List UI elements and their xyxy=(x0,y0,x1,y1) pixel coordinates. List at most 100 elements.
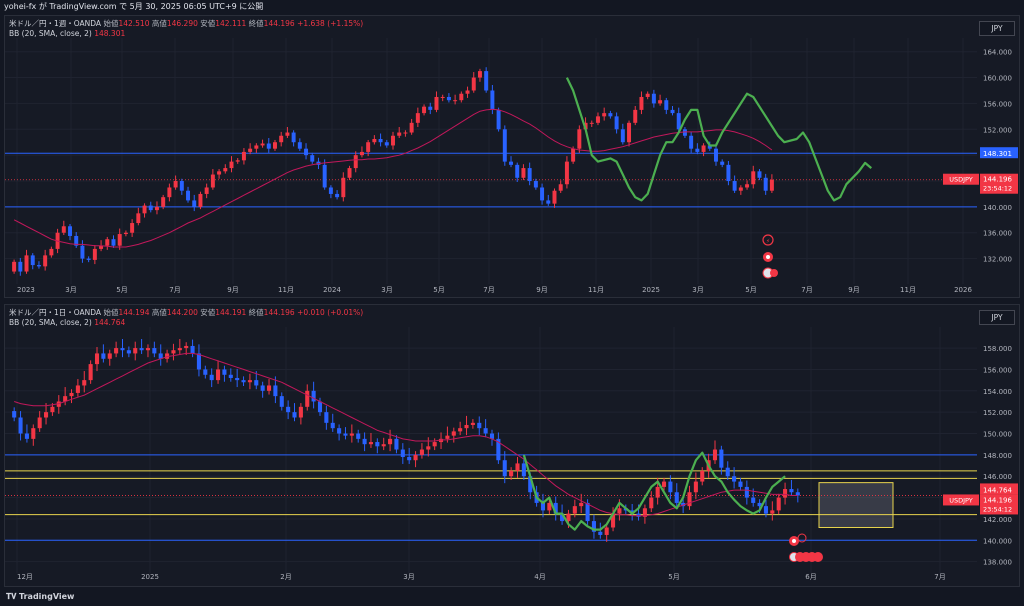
x-axis-tick-label: 2月 xyxy=(280,573,291,581)
candle-body xyxy=(248,148,253,152)
candle-body xyxy=(407,457,412,461)
x-axis-tick-label: 3月 xyxy=(65,286,76,294)
candle-body xyxy=(107,353,112,359)
candle-body xyxy=(196,353,201,370)
candle-body xyxy=(434,96,439,110)
daily-chart-canvas: 138.000140.000142.000144.000146.000148.0… xyxy=(5,327,1018,581)
candle-body xyxy=(63,396,68,402)
candle-body xyxy=(148,205,153,211)
x-axis-tick-label: 7月 xyxy=(169,286,180,294)
daily-chart-panel[interactable]: 米ドル／円・1日・OANDA 始値144.194 高値144.200 安値144… xyxy=(4,304,1020,587)
tradingview-logo-icon[interactable]: 𝐓𝐕 xyxy=(6,592,17,601)
candle-body xyxy=(36,265,41,267)
candle-body xyxy=(61,226,66,233)
close-label: 終値 xyxy=(248,308,264,317)
candle-body xyxy=(645,93,650,97)
candle-body xyxy=(356,433,361,439)
candle-body xyxy=(484,71,489,91)
x-axis-tick-label: 5月 xyxy=(745,286,756,294)
candle-body xyxy=(117,234,122,246)
lightning-icon-glyph: ⚡ xyxy=(766,238,770,245)
candle-body xyxy=(700,470,705,482)
candle-body xyxy=(795,492,800,496)
candle-body xyxy=(614,116,619,130)
hline-value-tag xyxy=(980,483,1018,495)
weekly-chart-panel[interactable]: 米ドル／円・1週・OANDA 始値142.510 高値146.290 安値142… xyxy=(4,15,1020,298)
close-value: 144.196 xyxy=(263,308,295,317)
candle-body xyxy=(37,417,42,429)
x-axis-tick-label: 2024 xyxy=(323,286,341,294)
tradingview-logo-text[interactable]: TradingView xyxy=(19,592,75,601)
high-value: 144.200 xyxy=(166,308,198,317)
x-axis-tick-label: 2026 xyxy=(954,286,972,294)
candle-body xyxy=(489,433,495,439)
candle-body xyxy=(94,353,100,365)
candle-body xyxy=(464,424,469,429)
candle-body xyxy=(126,350,131,354)
candle-body xyxy=(633,109,638,123)
candle-body xyxy=(674,492,679,503)
candle-body xyxy=(186,190,191,201)
candle-body xyxy=(528,476,533,493)
candle-body xyxy=(359,151,364,156)
candle-body xyxy=(560,513,565,522)
candle-body xyxy=(521,168,526,178)
candle-body xyxy=(695,148,700,152)
candle-body xyxy=(171,350,176,354)
candle-body xyxy=(165,353,170,359)
candle-body xyxy=(136,213,141,224)
candle-body xyxy=(12,411,17,418)
candle-body xyxy=(279,396,284,407)
candle-body xyxy=(403,132,408,134)
candle-body xyxy=(247,380,252,383)
candle-body xyxy=(552,190,557,204)
candle-body xyxy=(184,345,189,349)
price-tag-value: 144.196 xyxy=(983,176,1012,184)
candle-body xyxy=(241,380,246,383)
x-axis-tick-label: 6月 xyxy=(805,573,816,581)
candle-body xyxy=(111,239,116,246)
currency-button[interactable]: JPY xyxy=(979,310,1015,325)
y-axis-tick-label: 142.000 xyxy=(983,516,1012,524)
candle-body xyxy=(378,138,383,143)
symbol-title: 米ドル／円・1週・OANDA xyxy=(9,19,102,28)
y-axis-tick-label: 132.000 xyxy=(983,256,1012,264)
footer-bar: 𝐓𝐕 TradingView xyxy=(0,588,1024,606)
candle-body xyxy=(547,502,552,511)
change-value: +1.638 (+1.15%) xyxy=(297,19,364,28)
candle-body xyxy=(757,502,762,507)
candle-body xyxy=(651,93,656,104)
low-label: 安値 xyxy=(200,19,216,28)
candle-body xyxy=(415,113,420,123)
candle-body xyxy=(279,135,284,143)
currency-button[interactable]: JPY xyxy=(979,21,1015,36)
candle-body xyxy=(642,508,647,517)
candle-body xyxy=(105,239,110,246)
y-axis-tick-label: 152.000 xyxy=(983,126,1012,134)
candle-body xyxy=(509,470,514,477)
low-value: 144.191 xyxy=(215,308,247,317)
high-label: 高値 xyxy=(151,308,167,317)
candle-body xyxy=(397,132,402,136)
x-axis-tick-label: 12月 xyxy=(17,573,33,581)
candle-body xyxy=(422,106,427,114)
candle-body xyxy=(335,193,340,198)
x-axis-tick-label: 5月 xyxy=(116,286,127,294)
candle-body xyxy=(217,171,222,175)
x-axis-tick-label: 9月 xyxy=(536,286,547,294)
candle-body xyxy=(142,205,147,214)
candle-body xyxy=(400,449,405,458)
candle-body xyxy=(123,232,128,235)
candle-body xyxy=(496,438,501,461)
candle-body xyxy=(732,476,737,482)
symbol-tag xyxy=(943,494,979,506)
candle-body xyxy=(154,206,159,211)
x-axis-tick-label: 5月 xyxy=(668,573,679,581)
candle-body xyxy=(43,255,48,267)
us-flag-icon-extra xyxy=(770,269,778,277)
elliott-wave-line xyxy=(565,77,873,202)
x-axis-tick-label: 11月 xyxy=(900,286,916,294)
y-axis-tick-label: 156.000 xyxy=(983,366,1012,374)
candle-body xyxy=(341,177,346,198)
candle-body xyxy=(353,155,358,169)
